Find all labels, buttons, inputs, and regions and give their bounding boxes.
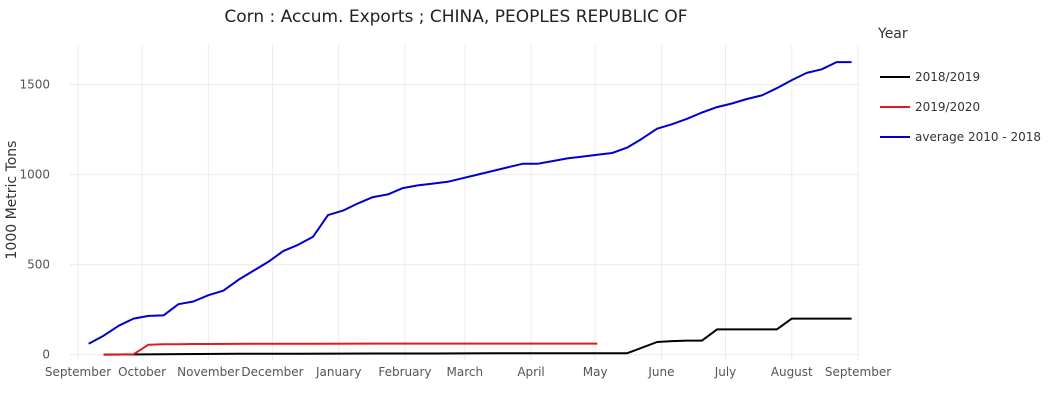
x-tick-label: April	[517, 365, 544, 379]
legend: Year 2018/2019 2019/2020 average 2010 - 20…	[877, 26, 1041, 144]
x-tick-label: July	[714, 365, 737, 379]
y-axis-ticks: 0 500 1000 1500	[19, 78, 50, 362]
x-tick-label: December	[241, 365, 303, 379]
chart-title: Corn : Accum. Exports ; CHINA, PEOPLES R…	[224, 7, 687, 27]
series-lines	[88, 61, 852, 356]
legend-label-0: 2018/2019	[915, 70, 980, 84]
x-tick-label: January	[315, 365, 362, 379]
legend-label-1: 2019/2020	[915, 100, 980, 114]
x-tick-label: August	[771, 365, 813, 379]
series-line-0	[103, 317, 852, 356]
x-tick-label: September	[825, 365, 891, 379]
legend-label-2: average 2010 - 2018	[915, 130, 1041, 144]
x-tick-label: October	[118, 365, 166, 379]
x-tick-label: November	[177, 365, 239, 379]
series-line-1	[103, 342, 598, 356]
y-axis-title: 1000 Metric Tons	[4, 141, 20, 260]
legend-title: Year	[877, 26, 908, 42]
y-tick-label: 500	[27, 258, 50, 272]
x-tick-label: June	[647, 365, 674, 379]
y-tick-label: 1000	[19, 168, 50, 182]
y-tick-label: 0	[42, 348, 50, 362]
series-line-2	[88, 61, 852, 345]
x-axis-ticks: September October November December January F…	[45, 365, 891, 379]
x-tick-label: March	[446, 365, 483, 379]
x-tick-label: September	[45, 365, 111, 379]
x-tick-label: May	[583, 365, 608, 379]
x-tick-label: February	[378, 365, 431, 379]
gridlines	[70, 45, 860, 360]
y-tick-label: 1500	[19, 78, 50, 92]
